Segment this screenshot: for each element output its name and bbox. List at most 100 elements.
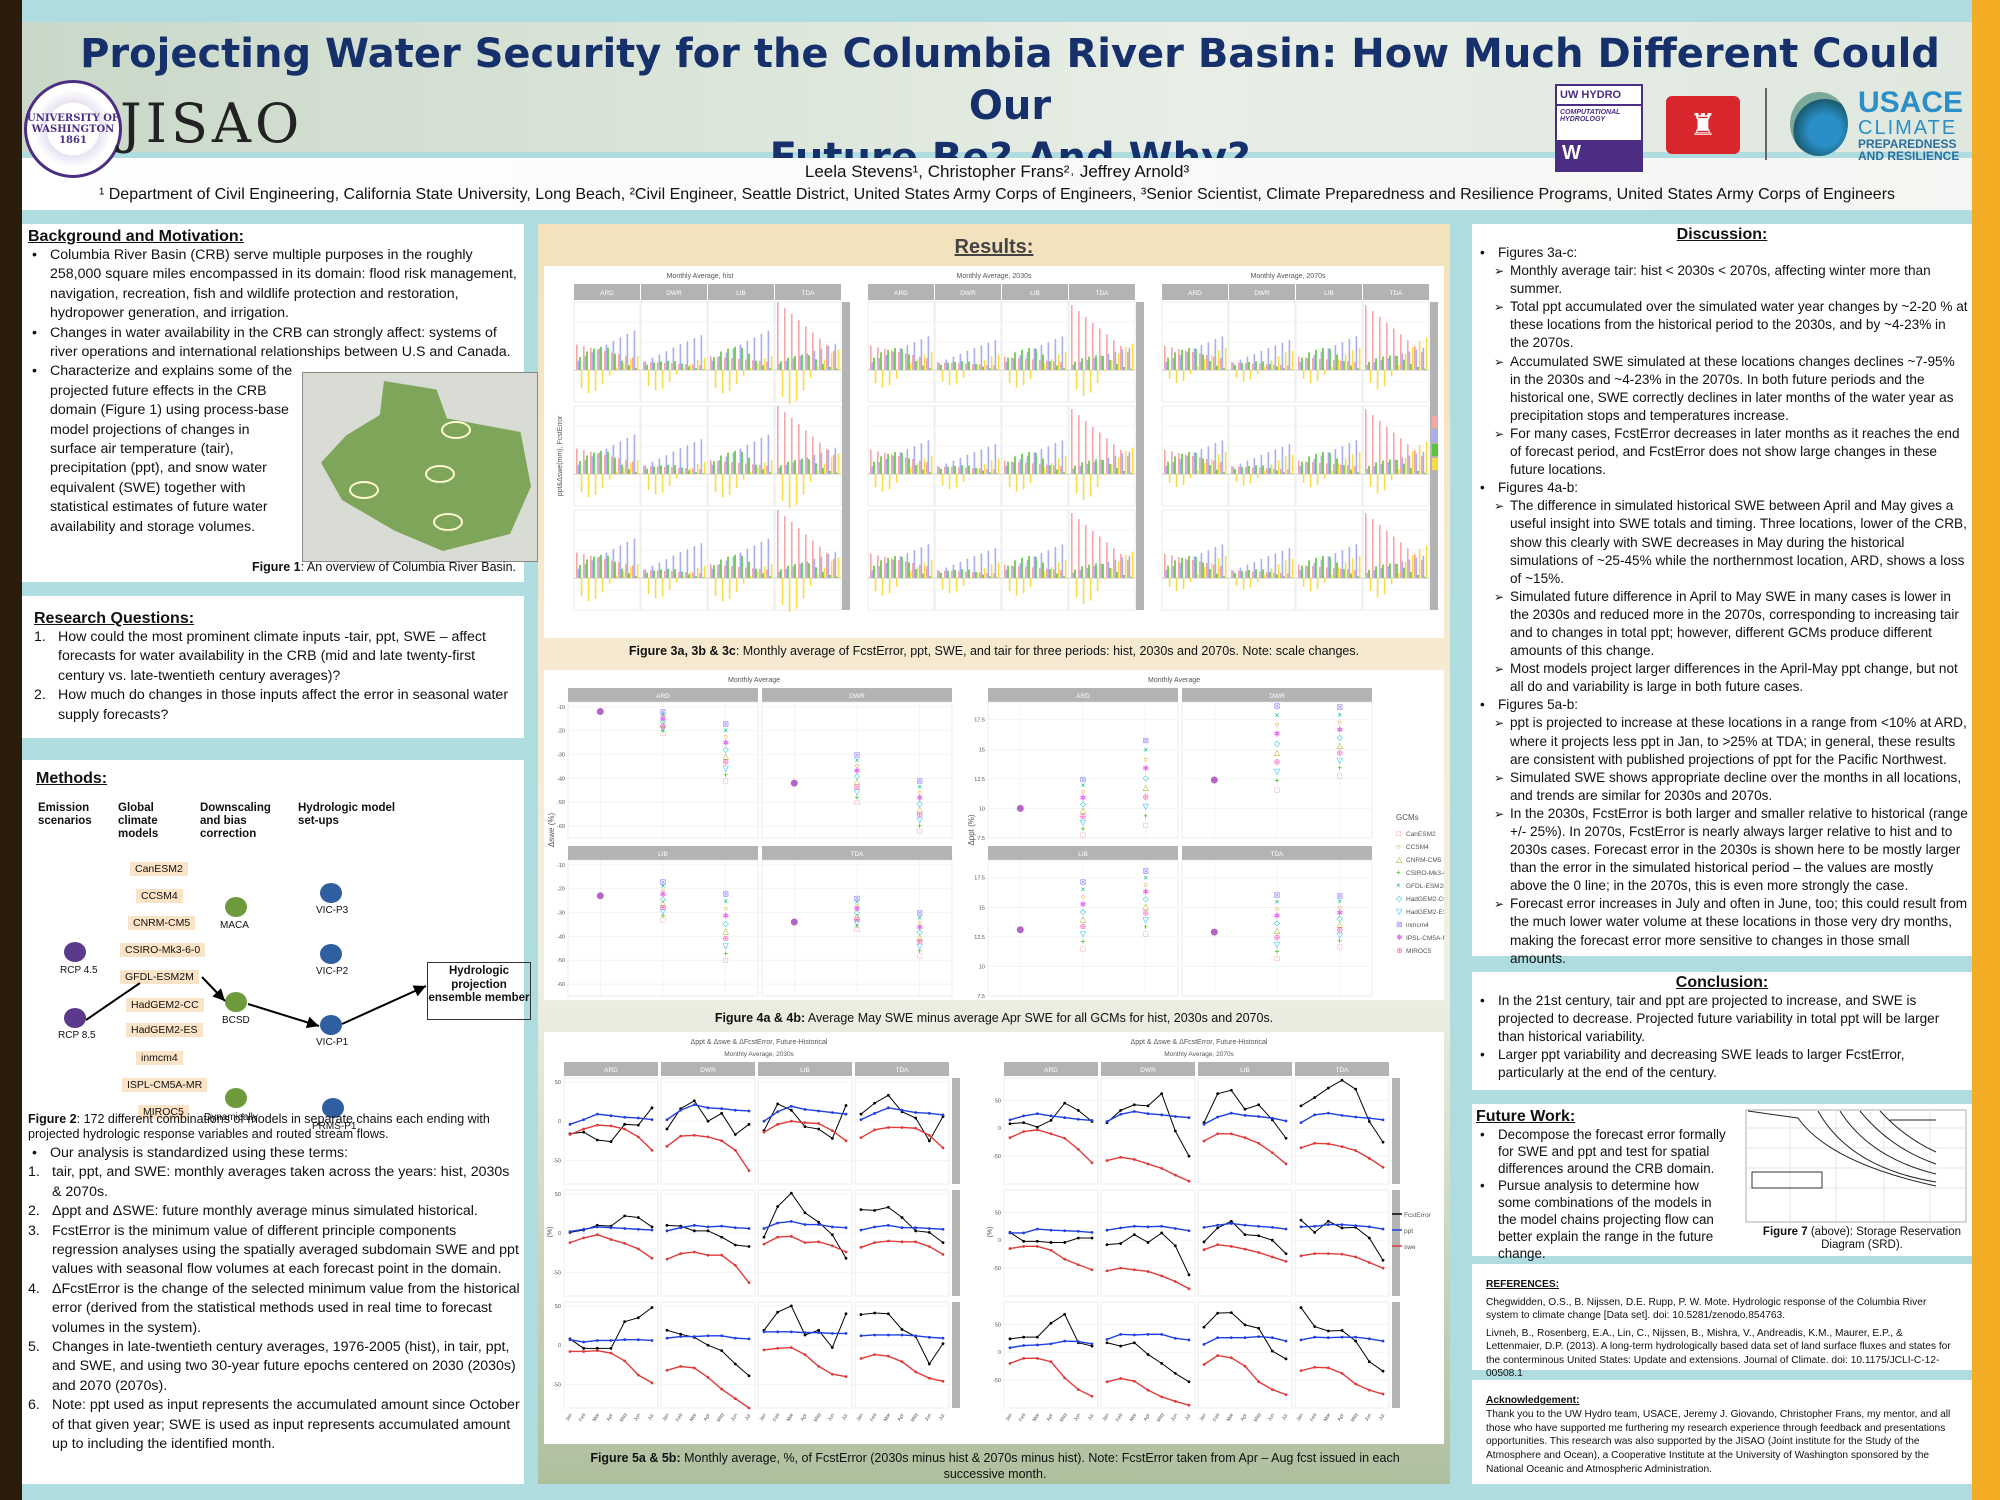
- point-ppt: [650, 1228, 654, 1232]
- bar-swe: [1209, 465, 1211, 474]
- bar-tair: [837, 557, 840, 578]
- x-tick: Apr: [703, 1412, 712, 1422]
- bar-tair: [1029, 578, 1032, 587]
- gcm-box: CanESM2: [130, 862, 188, 876]
- gcm-point: ○: [917, 788, 922, 797]
- bar-fcsterror: [905, 457, 907, 474]
- bar-tair: [1249, 370, 1252, 380]
- bar-ppt: [938, 363, 941, 370]
- bar-tair: [1224, 555, 1227, 578]
- point-swe: [1187, 1287, 1191, 1291]
- rcp45-node: [64, 942, 86, 962]
- bar-tair: [816, 470, 819, 474]
- point-ppt: [1173, 1115, 1177, 1118]
- bar-swe: [1095, 355, 1097, 370]
- bar-ppt: [1320, 559, 1323, 578]
- bar-tair: [1330, 574, 1333, 578]
- bar-tair: [1082, 370, 1085, 396]
- bar-fcsterror: [1305, 357, 1307, 370]
- bar-swe: [1088, 356, 1090, 370]
- point-fcsterror: [900, 1216, 904, 1219]
- x-tick: Jan: [1199, 1412, 1208, 1422]
- x-tick: May: [813, 1411, 823, 1423]
- facet-strip: [1004, 1062, 1098, 1076]
- crb-map-figure: [302, 372, 538, 562]
- point-swe: [1090, 1161, 1094, 1165]
- bar-fcsterror: [1171, 347, 1173, 370]
- x-tick: Jan: [565, 1412, 574, 1422]
- facet-label: ARD: [894, 290, 908, 297]
- point-swe: [1381, 1392, 1385, 1396]
- bar-swe: [1007, 357, 1009, 370]
- bar-ppt: [1239, 567, 1242, 578]
- bar-tair: [1369, 578, 1372, 591]
- bar-ppt: [700, 543, 703, 578]
- bar-fcsterror: [583, 450, 585, 474]
- bar-tair: [1256, 474, 1259, 478]
- bar-fcsterror: [1199, 457, 1201, 474]
- bar-swe: [762, 365, 764, 370]
- bar-ppt: [665, 351, 668, 370]
- point-fcsterror: [900, 1328, 904, 1331]
- bar-fcsterror: [618, 562, 620, 578]
- fig3-title: Monthly Average, 2070s: [1251, 273, 1326, 280]
- bar-swe: [1007, 565, 1009, 578]
- point-swe: [568, 1133, 572, 1136]
- point-fcsterror: [830, 1233, 834, 1237]
- bar-fcsterror: [993, 573, 995, 578]
- y-tick: 50: [995, 1210, 1001, 1216]
- bar-fcsterror: [1078, 415, 1080, 474]
- facet-panel: [774, 405, 842, 507]
- bar-tair: [802, 370, 805, 391]
- bar-swe: [961, 569, 963, 578]
- point-fcsterror: [830, 1137, 834, 1140]
- bar-ppt: [679, 344, 682, 370]
- facet-label: DWR: [960, 290, 976, 297]
- bar-ppt: [1327, 348, 1330, 370]
- bar-ppt: [1355, 544, 1358, 578]
- bar-fcsterror: [819, 442, 821, 474]
- bar-tair: [1015, 578, 1018, 596]
- usace-castle-logo: ♜: [1666, 96, 1740, 154]
- term-item: 4. ΔFcstError is the change of the select…: [28, 1280, 520, 1336]
- point-swe: [636, 1135, 640, 1139]
- bar-ppt: [899, 556, 902, 578]
- bar-tair: [795, 578, 798, 609]
- bar-swe: [1424, 472, 1426, 474]
- point-fcsterror: [747, 1374, 751, 1378]
- gcm-point: +: [661, 727, 666, 736]
- bar-swe: [621, 568, 623, 578]
- point-fcsterror: [1367, 1120, 1371, 1123]
- point-swe: [830, 1244, 834, 1248]
- bar-swe: [1308, 560, 1310, 578]
- bar-tair: [1036, 474, 1039, 475]
- uw-hydro-title: UW HYDRO: [1557, 86, 1641, 106]
- gcm-point: ×: [917, 913, 922, 922]
- bar-swe: [695, 368, 697, 370]
- location-marker: [425, 465, 455, 483]
- bar-swe: [720, 455, 722, 474]
- facet-label: DWR: [1140, 1067, 1156, 1074]
- bar-swe: [1301, 461, 1303, 474]
- bar-ppt: [1026, 559, 1029, 578]
- figure2-caption-text: : 172 different combinations of models i…: [28, 1112, 490, 1141]
- gcm-point: ○: [855, 761, 860, 770]
- bar-fcsterror: [958, 363, 960, 370]
- bar-ppt: [938, 467, 941, 474]
- hist-point: [1016, 926, 1024, 934]
- discussion-group: Figures 5a-b:ppt is projected to increas…: [1476, 696, 1968, 967]
- bar-swe: [780, 569, 782, 578]
- point-ppt: [568, 1122, 572, 1126]
- point-swe: [1202, 1139, 1206, 1143]
- bar-fcsterror: [798, 320, 800, 370]
- gcm-point: ✱: [1080, 900, 1087, 909]
- bar-swe: [1315, 557, 1317, 578]
- bar-tair: [1110, 464, 1113, 474]
- bar-swe: [1290, 473, 1292, 474]
- point-swe: [803, 1353, 807, 1357]
- bar-ppt: [633, 330, 636, 370]
- research-item-text: How could the most prominent climate inp…: [58, 629, 486, 684]
- bar-swe: [762, 573, 764, 578]
- bar-ppt: [644, 569, 647, 578]
- bar-swe: [808, 459, 810, 474]
